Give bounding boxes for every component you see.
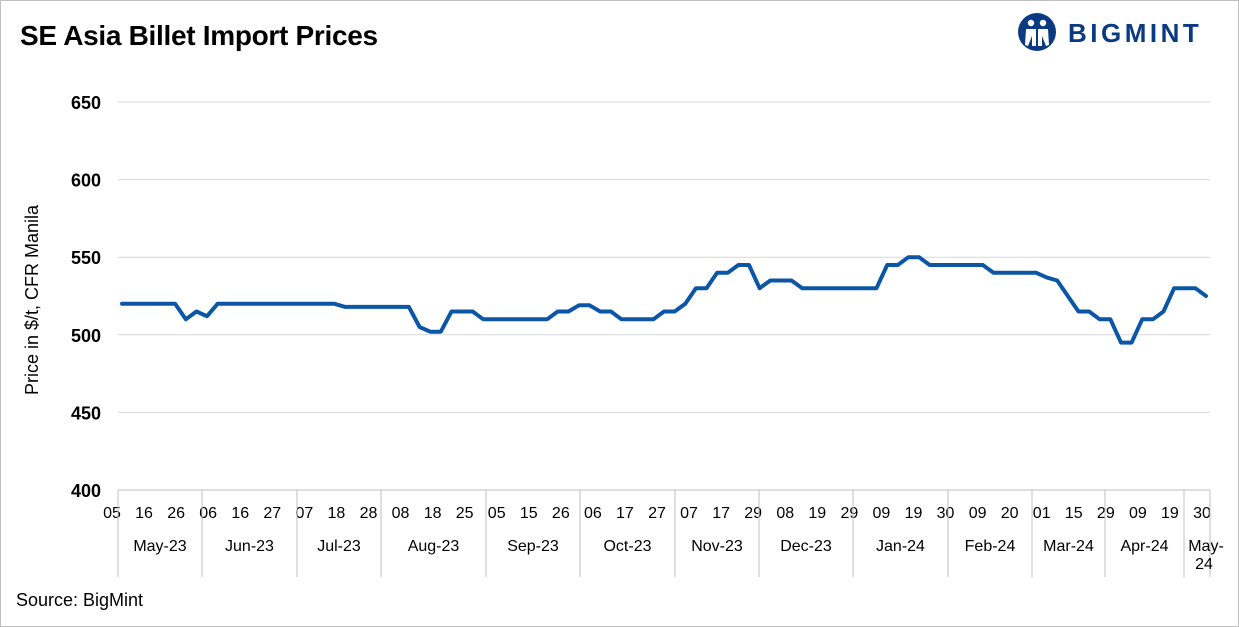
x-tick-label: 17	[712, 505, 730, 522]
month-label: Jul-23	[317, 538, 361, 555]
y-tick-label: 600	[71, 171, 101, 191]
y-tick-label: 400	[71, 481, 101, 501]
month-label: Oct-23	[603, 538, 651, 555]
y-axis-label: Price in $/t, CFR Manila	[22, 204, 42, 395]
x-tick-label: 18	[424, 505, 442, 522]
month-label: Jun-23	[225, 538, 274, 555]
y-tick-label: 500	[71, 326, 101, 346]
x-tick-label: 26	[552, 505, 570, 522]
x-tick-label: 29	[840, 505, 858, 522]
month-label: Dec-23	[780, 538, 832, 555]
source-note: Source: BigMint	[16, 590, 143, 611]
y-tick-label: 450	[71, 403, 101, 423]
x-tick-label: 27	[648, 505, 666, 522]
x-tick-label: 17	[616, 505, 634, 522]
month-label: Sep-23	[507, 538, 559, 555]
x-tick-label: 08	[776, 505, 794, 522]
x-tick-label: 01	[1033, 505, 1051, 522]
x-tick-label: 28	[360, 505, 378, 522]
x-tick-label: 09	[873, 505, 891, 522]
x-tick-label: 06	[584, 505, 602, 522]
month-label: Aug-23	[408, 538, 460, 555]
x-tick-label: 05	[488, 505, 506, 522]
month-label: Mar-24	[1043, 538, 1094, 555]
x-tick-label: 29	[1097, 505, 1115, 522]
x-tick-label: 07	[295, 505, 313, 522]
series-line	[122, 257, 1206, 342]
month-label: Jan-24	[876, 538, 925, 555]
x-tick-label: 15	[520, 505, 538, 522]
month-label: May-23	[133, 538, 186, 555]
x-tick-label: 27	[263, 505, 281, 522]
month-label: Nov-23	[691, 538, 743, 555]
x-tick-label: 30	[937, 505, 955, 522]
x-tick-label: 19	[808, 505, 826, 522]
y-axis-ticks: 400 450 500 550 600 650	[71, 93, 101, 501]
month-label: Feb-24	[965, 538, 1016, 555]
x-tick-label: 09	[969, 505, 987, 522]
x-tick-label: 30	[1193, 505, 1211, 522]
x-tick-label: 07	[680, 505, 698, 522]
x-tick-label: 19	[905, 505, 923, 522]
x-tick-label: 25	[456, 505, 474, 522]
x-tick-label: 18	[328, 505, 346, 522]
month-label: May-24	[1188, 538, 1224, 573]
month-label: Apr-24	[1120, 538, 1168, 555]
x-tick-label: 09	[1129, 505, 1147, 522]
x-tick-label: 16	[231, 505, 249, 522]
series-layer	[122, 257, 1206, 342]
y-tick-label: 550	[71, 248, 101, 268]
x-tick-label: 19	[1161, 505, 1179, 522]
x-tick-label: 26	[167, 505, 185, 522]
x-tick-label: 08	[392, 505, 410, 522]
x-tick-label: 16	[135, 505, 153, 522]
x-tick-label: 20	[1001, 505, 1019, 522]
gridlines	[118, 102, 1210, 412]
y-tick-label: 650	[71, 93, 101, 113]
x-axis: 05 16 26 06 16 27 07 18 28 08 18 25 05 15 26 06 17 27 07 17…	[103, 490, 1224, 577]
x-tick-label: 15	[1065, 505, 1083, 522]
